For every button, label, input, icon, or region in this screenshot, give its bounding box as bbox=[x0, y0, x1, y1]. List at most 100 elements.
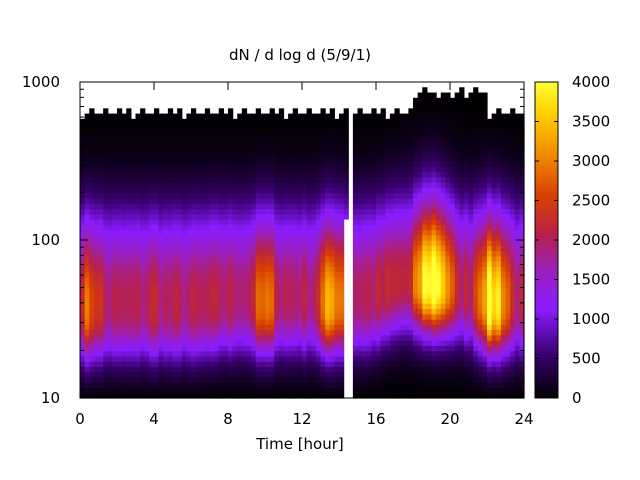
heat-cell bbox=[408, 371, 414, 378]
heat-cell bbox=[376, 282, 382, 288]
heat-cell bbox=[186, 118, 192, 125]
heat-cell bbox=[260, 313, 266, 320]
heat-cell bbox=[200, 208, 206, 215]
heat-cell bbox=[482, 103, 488, 109]
heat-cell bbox=[144, 245, 150, 252]
heat-cell bbox=[214, 355, 220, 362]
heat-cell bbox=[399, 176, 405, 183]
heat-cell bbox=[500, 303, 507, 310]
heat-cell bbox=[482, 340, 488, 346]
heat-cell bbox=[376, 382, 382, 389]
heat-cell bbox=[107, 150, 113, 157]
heat-cell bbox=[399, 218, 405, 225]
heat-cell bbox=[135, 255, 141, 262]
heat-cell bbox=[177, 155, 183, 162]
heat-cell bbox=[177, 197, 183, 204]
heat-cell bbox=[255, 266, 261, 273]
heat-cell bbox=[385, 276, 391, 283]
heat-cell bbox=[209, 313, 215, 320]
heat-cell bbox=[191, 266, 197, 273]
heat-cell bbox=[431, 355, 437, 362]
heat-cell bbox=[454, 255, 460, 262]
heat-cell bbox=[311, 129, 317, 136]
heat-cell bbox=[403, 371, 409, 378]
heat-cell bbox=[177, 213, 183, 220]
heat-cell bbox=[371, 255, 377, 262]
heat-cell bbox=[255, 124, 261, 130]
heat-cell bbox=[436, 203, 442, 209]
heat-cell bbox=[482, 261, 488, 267]
heat-cell bbox=[130, 329, 137, 336]
heat-cell bbox=[135, 371, 141, 378]
heat-cell bbox=[445, 92, 451, 99]
heat-cell bbox=[496, 155, 502, 162]
heat-cell bbox=[403, 297, 409, 304]
heat-cell bbox=[482, 129, 488, 136]
heat-cell bbox=[154, 203, 160, 209]
heat-cell bbox=[204, 187, 211, 194]
heat-cell bbox=[107, 287, 113, 294]
heat-cell bbox=[283, 261, 289, 267]
heat-cell bbox=[413, 113, 419, 120]
heat-cell bbox=[93, 166, 100, 173]
heat-cell bbox=[302, 334, 308, 341]
heat-cell bbox=[117, 139, 123, 146]
heat-cell bbox=[93, 118, 100, 125]
heat-cell bbox=[172, 187, 178, 194]
heat-cell bbox=[417, 187, 423, 194]
heat-cell bbox=[269, 361, 275, 367]
heat-cell bbox=[325, 203, 331, 209]
heat-cell bbox=[389, 361, 396, 367]
heat-cell bbox=[265, 192, 271, 199]
heat-cell bbox=[292, 218, 298, 225]
heat-cell bbox=[389, 250, 396, 257]
heat-cell bbox=[431, 266, 437, 273]
heat-cell bbox=[468, 308, 474, 315]
heat-cell bbox=[459, 92, 465, 99]
heat-cell bbox=[204, 371, 211, 378]
heat-cell bbox=[274, 250, 280, 257]
heat-cell bbox=[265, 308, 271, 315]
heat-cell bbox=[422, 103, 428, 109]
heat-cell bbox=[149, 361, 155, 367]
heat-cell bbox=[121, 171, 127, 178]
heat-cell bbox=[459, 292, 465, 299]
heat-cell bbox=[204, 229, 211, 236]
heat-cell bbox=[172, 303, 178, 310]
heat-cell bbox=[228, 382, 234, 389]
heat-cell bbox=[107, 266, 113, 273]
heat-cell bbox=[107, 197, 113, 204]
heat-cell bbox=[103, 376, 109, 383]
heat-cell bbox=[191, 308, 197, 315]
heat-cell bbox=[394, 382, 400, 389]
heat-cell bbox=[473, 255, 479, 262]
heat-cell bbox=[352, 203, 359, 209]
heat-cell bbox=[103, 361, 109, 367]
heat-cell bbox=[385, 350, 391, 357]
heat-cell bbox=[440, 319, 446, 325]
heat-cell bbox=[112, 308, 118, 315]
heat-cell bbox=[93, 387, 100, 394]
heat-cell bbox=[376, 361, 382, 367]
heat-cell bbox=[422, 203, 428, 209]
heat-cell bbox=[167, 218, 174, 225]
heat-cell bbox=[135, 224, 141, 231]
heat-cell bbox=[477, 129, 483, 136]
heat-cell bbox=[413, 282, 419, 288]
heat-cell bbox=[315, 261, 322, 267]
heat-cell bbox=[371, 287, 377, 294]
heat-cell bbox=[473, 161, 479, 167]
heat-cell bbox=[269, 113, 275, 120]
heat-cell bbox=[380, 324, 386, 331]
heat-cell bbox=[450, 255, 456, 262]
heat-cell bbox=[288, 313, 294, 320]
heat-cell bbox=[399, 145, 405, 152]
heat-cell bbox=[426, 287, 433, 294]
heat-cell bbox=[103, 139, 109, 146]
heat-cell bbox=[241, 134, 248, 141]
heat-cell bbox=[417, 103, 423, 109]
heat-cell bbox=[399, 113, 405, 120]
heat-cell bbox=[352, 255, 359, 262]
heat-cell bbox=[251, 229, 257, 236]
heat-cell bbox=[163, 292, 169, 299]
